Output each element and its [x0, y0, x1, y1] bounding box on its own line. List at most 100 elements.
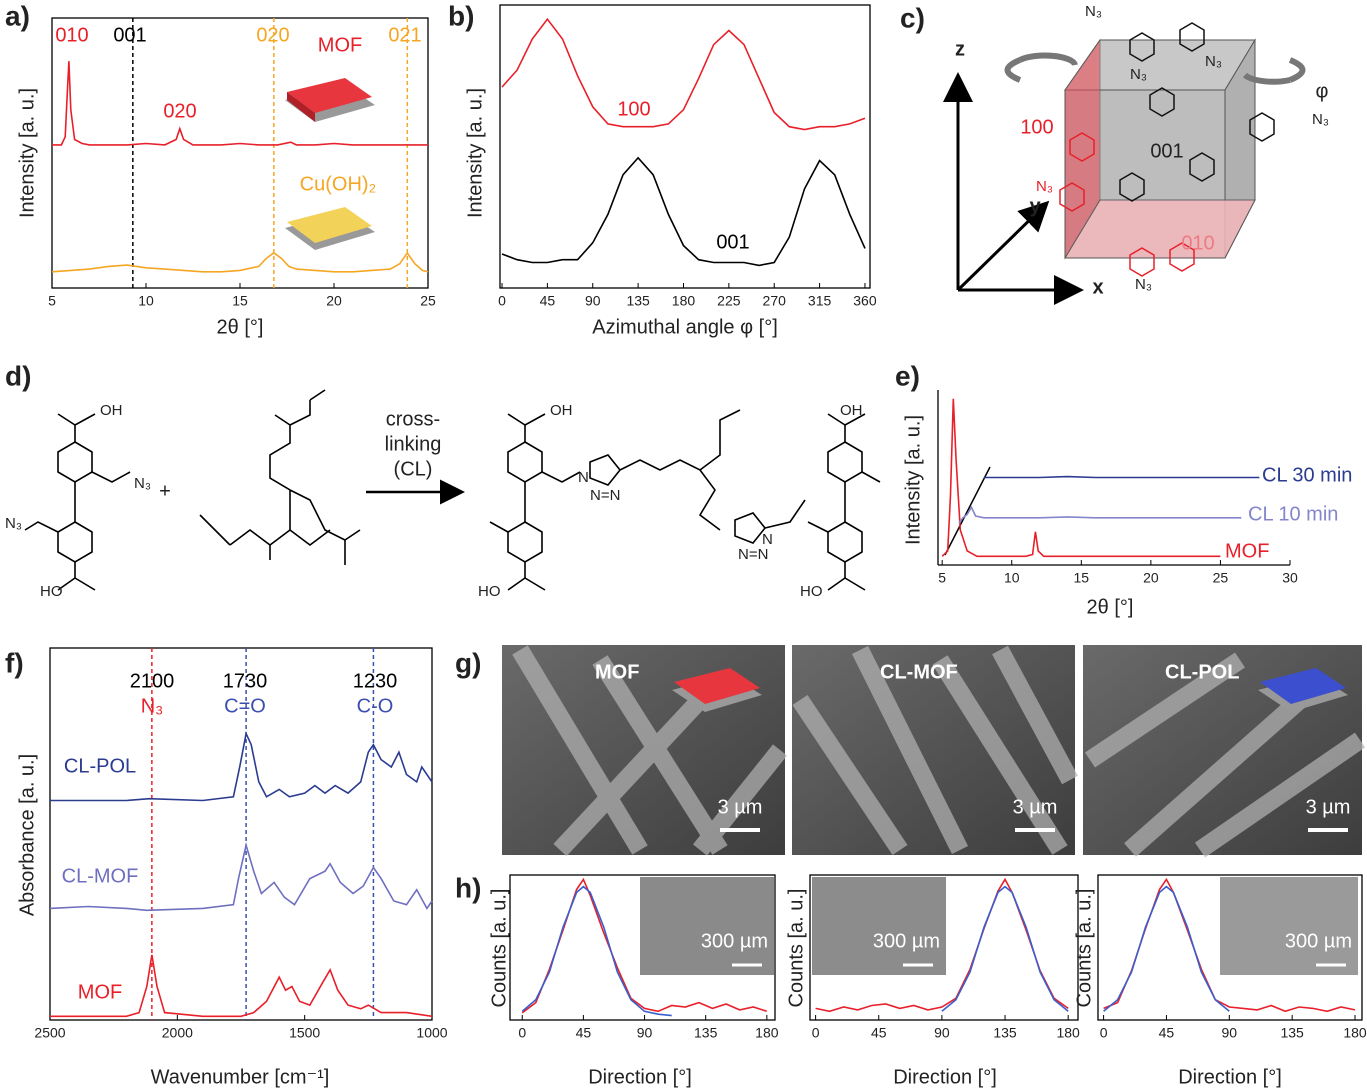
x-tick-label: 20	[1143, 570, 1159, 586]
axis-x: x	[1092, 276, 1103, 298]
atom-label: N₃	[1312, 111, 1329, 128]
atom-label: OH	[100, 402, 123, 419]
arrow-label: cross-	[386, 408, 440, 430]
x-axis-label: Direction [°]	[588, 1066, 692, 1088]
x-tick-label: 25	[420, 293, 436, 309]
atom-label: N₃	[1036, 178, 1053, 195]
series-line	[52, 61, 428, 146]
image-title: CL-MOF	[880, 661, 958, 683]
series-label: 100	[617, 98, 650, 120]
annotation: 020	[256, 24, 289, 46]
atom-label: N=N	[738, 546, 768, 563]
series-line	[501, 156, 866, 267]
panel-label: a)	[5, 0, 30, 31]
x-tick-label: 45	[871, 1025, 887, 1041]
face-label: 001	[1150, 140, 1183, 162]
x-tick-label: 5	[938, 570, 946, 586]
arrow-label: (CL)	[394, 458, 433, 480]
panel-label: g)	[455, 647, 481, 678]
scale-label: 3 µm	[718, 796, 763, 818]
series-line	[941, 398, 1221, 558]
x-tick-label: 15	[232, 293, 248, 309]
x-axis-label: Azimuthal angle φ [°]	[592, 316, 778, 338]
x-tick-label: 1000	[416, 1025, 447, 1041]
x-tick-label: 0	[498, 293, 506, 309]
atom-label: N₃	[1085, 3, 1102, 20]
x-tick-label: 15	[1074, 570, 1090, 586]
reaction-scheme	[24, 389, 881, 591]
x-tick-label: 180	[755, 1025, 779, 1041]
x-tick-label: 30	[1282, 570, 1298, 586]
annotation: C=O	[224, 695, 266, 717]
x-tick-label: 135	[694, 1025, 718, 1041]
x-tick-label: 360	[853, 293, 877, 309]
panel-label: h)	[455, 872, 481, 903]
inset-scale-label: 300 µm	[701, 930, 768, 952]
x-axis-label: Direction [°]	[893, 1066, 997, 1088]
series-line	[521, 885, 672, 1017]
series-line	[50, 730, 433, 802]
series-label: MOF	[318, 34, 362, 56]
x-tick-label: 90	[934, 1025, 950, 1041]
x-tick-label: 45	[1159, 1025, 1175, 1041]
arrow-label: linking	[385, 433, 442, 455]
inset-scale-label: 300 µm	[1285, 930, 1352, 952]
atom-label: OH	[840, 402, 863, 419]
series-label: MOF	[78, 981, 122, 1003]
x-tick-label: 180	[672, 293, 696, 309]
y-axis-label: Intensity [a. u.]	[464, 88, 486, 218]
x-tick-label: 2000	[162, 1025, 193, 1041]
y-axis-label: Absorbance [a. u.]	[16, 754, 38, 916]
x-tick-label: 25	[1213, 570, 1229, 586]
mof-film-icon	[285, 78, 375, 122]
atom-label: OH	[550, 402, 573, 419]
atom-label: N₃	[1205, 53, 1222, 70]
scale-label: 3 µm	[1306, 796, 1351, 818]
x-tick-label: 10	[138, 293, 154, 309]
series-line	[51, 251, 429, 273]
scale-label: 3 µm	[1013, 796, 1058, 818]
series-line	[50, 954, 433, 1018]
plot-frame	[51, 17, 429, 289]
x-tick-label: 315	[808, 293, 832, 309]
series-label: MOF	[1225, 540, 1269, 562]
series-label: 001	[716, 231, 749, 253]
series-line	[983, 475, 1260, 479]
x-tick-label: 135	[1280, 1025, 1304, 1041]
x-axis-label: 2θ [°]	[217, 316, 264, 338]
series-label: CL-POL	[64, 755, 136, 777]
x-tick-label: 2500	[34, 1025, 65, 1041]
x-tick-label: 5	[48, 293, 56, 309]
face-label: 010	[1181, 232, 1214, 254]
x-tick-label: 135	[993, 1025, 1017, 1041]
panel-label: f)	[5, 647, 24, 678]
y-axis-label: Intensity [a. u.]	[16, 88, 38, 218]
x-tick-label: 1500	[289, 1025, 320, 1041]
annotation: 020	[163, 100, 196, 122]
x-tick-label: 90	[637, 1025, 653, 1041]
series-line	[941, 885, 1069, 1012]
atom-label: N₃	[5, 515, 22, 532]
x-axis-label: Direction [°]	[1178, 1066, 1282, 1088]
h-insets	[640, 877, 1358, 975]
x-tick-label: 0	[812, 1025, 820, 1041]
annotation: C-O	[357, 695, 394, 717]
annotation: 1730	[223, 670, 268, 692]
panel-label: d)	[5, 360, 31, 391]
atom-label: HO	[800, 583, 823, 600]
x-tick-label: 45	[576, 1025, 592, 1041]
atom-label: HO	[40, 583, 63, 600]
plot-frame	[49, 647, 433, 1021]
x-tick-label: 180	[1343, 1025, 1367, 1041]
plot-frame	[809, 874, 1079, 1021]
series-line	[958, 505, 1242, 524]
series-label: Cu(OH)₂	[300, 173, 377, 195]
face-label: 100	[1020, 116, 1053, 138]
panel-label: c)	[900, 2, 925, 33]
y-axis-label: Intensity [a. u.]	[902, 415, 924, 545]
annotation: 021	[388, 24, 421, 46]
y-axis-label: Counts [a. u.]	[1073, 889, 1095, 1008]
x-tick-label: 10	[1004, 570, 1020, 586]
series-label: CL-MOF	[62, 865, 139, 887]
